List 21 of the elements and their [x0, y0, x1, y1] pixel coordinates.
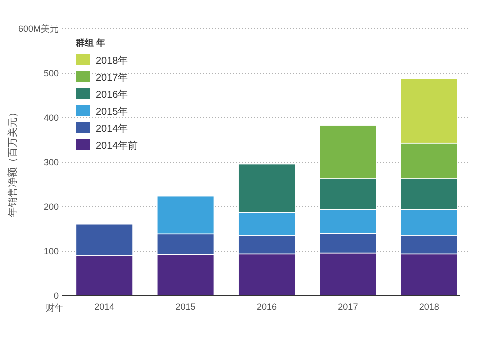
x-tick-label: 2015 — [176, 302, 196, 312]
legend-label: 2014年 — [96, 123, 128, 135]
x-tick-label: 2018 — [419, 302, 440, 312]
y-tick-label: 300 — [44, 158, 59, 168]
legend-label: 2014年前 — [96, 140, 138, 152]
legend-label: 2017年 — [96, 72, 128, 84]
y-tick-label: 100 — [44, 246, 59, 256]
x-tick-label: 2016 — [256, 302, 278, 312]
legend-label: 2015年 — [96, 106, 128, 118]
legend-title: 群组 年 — [75, 38, 106, 48]
legend-label: 2018年 — [96, 55, 128, 67]
x-axis-title: 财年 — [46, 303, 64, 313]
y-tick-label: 600M美元 — [18, 24, 59, 34]
y-tick-label: 400 — [44, 113, 59, 123]
y-tick-label: 0 — [54, 291, 59, 301]
y-axis-title: 年销售净额（百万美元） — [7, 108, 19, 218]
y-tick-label: 200 — [44, 202, 59, 212]
legend-label: 2016年 — [96, 89, 128, 101]
y-tick-label: 500 — [44, 68, 59, 78]
x-tick-label: 2014 — [94, 302, 115, 312]
x-tick-label: 2017 — [338, 302, 358, 312]
